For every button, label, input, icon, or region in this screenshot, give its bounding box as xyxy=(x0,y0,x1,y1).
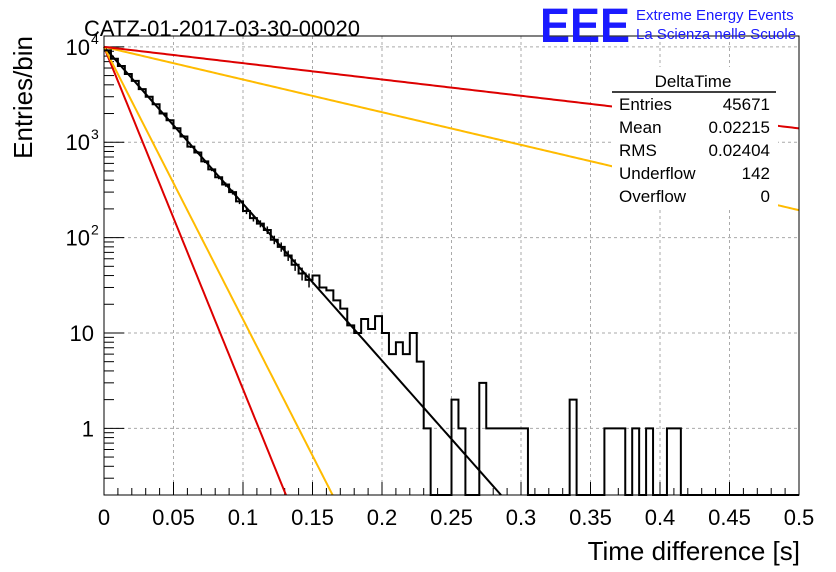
stats-label-entries: Entries xyxy=(619,95,672,114)
stats-box-background xyxy=(612,67,778,209)
stats-value-entries: 45671 xyxy=(723,95,770,114)
fit-curve-3 xyxy=(103,46,334,496)
y-axis-label: Entries/bin xyxy=(8,36,38,159)
histogram xyxy=(104,49,799,496)
x-tick-label: 0.25 xyxy=(430,505,473,530)
stats-box: DeltaTime Entries 45671 Mean 0.02215 RMS… xyxy=(612,67,778,209)
y-tick-label: 1 xyxy=(82,416,94,441)
fit-curve-2 xyxy=(103,46,287,496)
stats-value-mean: 0.02215 xyxy=(709,118,770,137)
eee-logo-mark: EEE xyxy=(540,0,630,53)
x-axis-label: Time difference [s] xyxy=(588,536,800,566)
y-tick-label: 10 xyxy=(66,226,90,251)
x-tick-label: 0.2 xyxy=(367,505,398,530)
stats-box-name: DeltaTime xyxy=(655,72,732,91)
stats-value-underflow: 142 xyxy=(742,164,770,183)
y-tick-label: 10 xyxy=(70,321,94,346)
fit-curve-1 xyxy=(103,46,502,496)
histogram-outline xyxy=(104,49,799,496)
chart-title: CATZ-01-2017-03-30-00020 xyxy=(84,16,360,41)
x-tick-label: 0.15 xyxy=(291,505,334,530)
x-tick-label: 0.1 xyxy=(228,505,259,530)
x-tick-label: 0.3 xyxy=(506,505,537,530)
x-tick-label: 0.45 xyxy=(708,505,751,530)
x-tick-label: 0.35 xyxy=(569,505,612,530)
x-tick-label: 0.4 xyxy=(645,505,676,530)
y-tick-exponent: 4 xyxy=(91,31,99,47)
x-tick-label: 0.5 xyxy=(784,505,815,530)
x-axis-ticks: 0 0.05 0.1 0.15 0.2 0.25 0.3 0.35 0.4 0.45 0.5 xyxy=(98,482,814,530)
logo-line-1: Extreme Energy Events xyxy=(636,7,794,24)
y-tick-label: 10 xyxy=(66,130,90,155)
stats-label-mean: Mean xyxy=(619,118,662,137)
stats-value-rms: 0.02404 xyxy=(709,141,770,160)
plot-frame xyxy=(103,35,800,496)
x-tick-label: 0 xyxy=(98,505,110,530)
y-tick-label: 10 xyxy=(66,35,90,60)
stats-label-underflow: Underflow xyxy=(619,164,696,183)
y-tick-exponent: 2 xyxy=(91,222,99,238)
logo-line-2: La Scienza nelle Scuole xyxy=(636,26,796,43)
stats-value-overflow: 0 xyxy=(761,187,770,206)
stats-label-overflow: Overflow xyxy=(619,187,687,206)
stats-label-rms: RMS xyxy=(619,141,657,160)
y-tick-exponent: 3 xyxy=(91,126,99,142)
x-tick-label: 0.05 xyxy=(152,505,195,530)
